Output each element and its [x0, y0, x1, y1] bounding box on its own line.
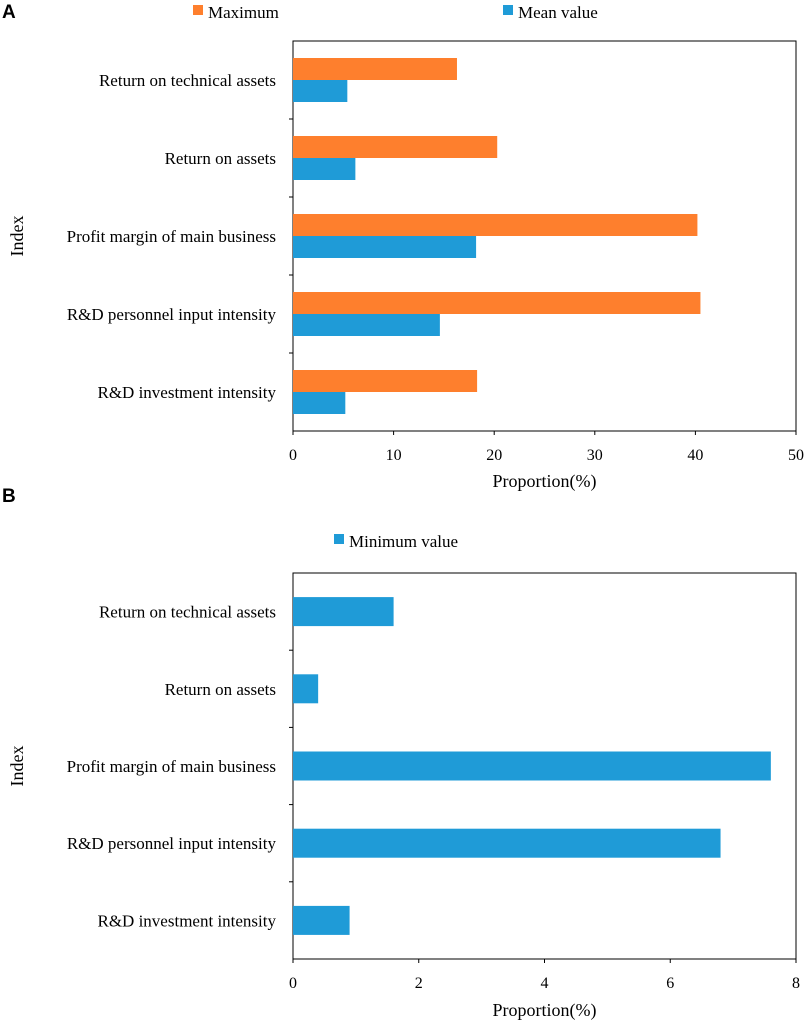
panel-b: B Minimum value Return on technical assets…	[2, 486, 800, 1021]
x-axis-title: Proportion(%)	[493, 1000, 597, 1021]
x-tick-label: 6	[666, 975, 674, 992]
legend-swatch-minimum-value	[334, 534, 344, 544]
x-tick-label: 4	[541, 975, 549, 992]
bar-maximum-randd-personnel-input-intensity	[293, 292, 701, 314]
bar-maximum-randd-investment-intensity	[293, 370, 478, 392]
legend-label-mean-value: Mean value	[518, 3, 598, 22]
bar-minimum-value-profit-margin-of-main-business	[293, 751, 771, 781]
x-tick-label: 0	[289, 447, 297, 464]
category-label: Profit margin of main business	[67, 757, 276, 776]
category-label: R&D investment intensity	[98, 911, 277, 930]
category-label: Profit margin of main business	[67, 227, 276, 246]
bar-mean-value-return-on-assets	[293, 158, 356, 180]
y-axis-title: Index	[7, 216, 27, 257]
bar-maximum-profit-margin-of-main-business	[293, 214, 698, 236]
bar-mean-value-profit-margin-of-main-business	[293, 236, 477, 258]
x-tick-label: 8	[792, 975, 800, 992]
category-label: R&D personnel input intensity	[67, 305, 277, 324]
legend-label-minimum-value: Minimum value	[349, 532, 458, 551]
bar-minimum-value-randd-personnel-input-intensity	[293, 828, 721, 858]
x-tick-label: 20	[486, 447, 502, 464]
x-tick-label: 50	[788, 447, 804, 464]
bar-minimum-value-return-on-technical-assets	[293, 597, 394, 627]
category-label: Return on technical assets	[99, 603, 276, 622]
x-axis-title: Proportion(%)	[493, 471, 597, 492]
x-tick-label: 30	[587, 447, 603, 464]
category-label: R&D personnel input intensity	[67, 834, 277, 853]
x-tick-label: 10	[386, 447, 402, 464]
panel-a: A Maximum Mean value Return on technical as…	[2, 2, 804, 492]
category-label: Return on technical assets	[99, 71, 276, 90]
category-label: Return on assets	[165, 149, 276, 168]
y-axis-title: Index	[7, 746, 27, 787]
x-tick-label: 2	[415, 975, 423, 992]
x-tick-label: 40	[687, 447, 703, 464]
category-label: R&D investment intensity	[98, 383, 277, 402]
bar-maximum-return-on-assets	[293, 136, 498, 158]
bar-mean-value-randd-investment-intensity	[293, 392, 346, 414]
bar-minimum-value-randd-investment-intensity	[293, 905, 350, 935]
bar-maximum-return-on-technical-assets	[293, 58, 457, 80]
legend-swatch-mean-value	[503, 5, 513, 15]
x-tick-label: 0	[289, 975, 297, 992]
legend-swatch-maximum	[193, 5, 203, 15]
bar-mean-value-randd-personnel-input-intensity	[293, 314, 440, 336]
panel-label: B	[2, 486, 16, 507]
legend-label-maximum: Maximum	[208, 3, 279, 22]
bar-mean-value-return-on-technical-assets	[293, 80, 348, 102]
category-label: Return on assets	[165, 680, 276, 699]
bar-minimum-value-return-on-assets	[293, 674, 319, 704]
panel-label: A	[2, 2, 16, 23]
